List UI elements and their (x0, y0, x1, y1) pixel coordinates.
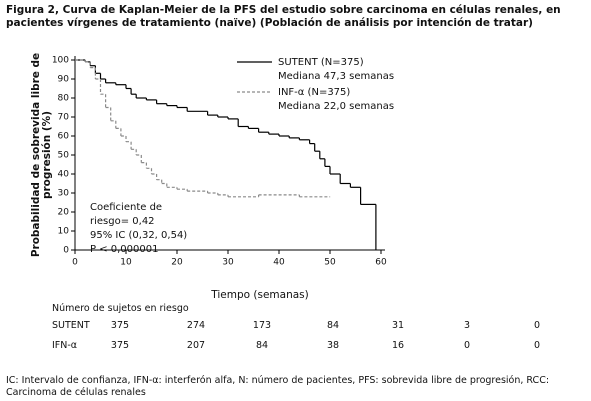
y-tick-label: 0 (63, 246, 69, 256)
x-tick-label: 20 (171, 258, 183, 268)
risk-value: 38 (326, 340, 340, 351)
x-axis-label: Tiempo (semanas) (210, 289, 308, 300)
annotation: 95% IC (0,32, 0,54) (90, 230, 187, 241)
risk-row-label: SUTENT (52, 320, 90, 331)
y-axis-label: Probabilidad de sobrevida libre de (30, 53, 42, 257)
y-tick-label: 60 (58, 132, 70, 142)
risk-value: 274 (186, 320, 206, 331)
legend-label: INF-α (N=375) (278, 87, 350, 98)
risk-value: 84 (326, 320, 340, 331)
annotation: P < 0,000001 (90, 244, 158, 255)
y-axis-label: progresión (%) (41, 111, 53, 199)
risk-value: 0 (533, 320, 541, 331)
legend-label: SUTENT (N=375) (278, 57, 364, 68)
y-tick-label: 50 (58, 151, 70, 161)
risk-value: 375 (110, 320, 130, 331)
risk-value: 16 (391, 340, 405, 351)
risk-value: 207 (186, 340, 206, 351)
legend-median: Mediana 47,3 semanas (278, 71, 394, 82)
y-tick-label: 90 (58, 75, 70, 85)
risk-value: 173 (252, 320, 272, 331)
annotation: riesgo= 0,42 (90, 216, 155, 227)
x-tick-label: 0 (72, 258, 78, 268)
risk-value: 84 (255, 340, 269, 351)
risk-row-label: IFN-α (52, 340, 78, 351)
legend-median: Mediana 22,0 semanas (278, 101, 394, 112)
x-tick-label: 60 (375, 258, 387, 268)
risk-value: 0 (463, 340, 471, 351)
risk-value: 31 (391, 320, 405, 331)
chart: 0 10 20 30 40 50 60 70 80 90 100 0 10 20 30 40 50 60 Tiemp… (30, 53, 394, 300)
y-tick-label: 100 (52, 56, 69, 66)
y-tick-label: 70 (58, 113, 70, 123)
y-tick-label: 20 (58, 208, 70, 218)
annotation: Coeficiente de (90, 202, 162, 213)
risk-value: 3 (463, 320, 471, 331)
y-tick-label: 30 (58, 189, 70, 199)
risk-value: 375 (110, 340, 130, 351)
footnote: IC: Intervalo de confianza, IFN-α: inter… (6, 375, 550, 398)
x-tick-label: 40 (273, 258, 285, 268)
risk-table-title: Número de sujetos en riesgo (52, 303, 189, 314)
x-tick-label: 50 (324, 258, 336, 268)
risk-value: 0 (533, 340, 541, 351)
x-tick-label: 30 (222, 258, 234, 268)
y-tick-label: 10 (58, 227, 70, 237)
y-tick-label: 40 (58, 170, 70, 180)
figure-title: Figura 2, Curva de Kaplan-Meier de la PF… (6, 4, 561, 29)
x-tick-label: 10 (120, 258, 132, 268)
y-tick-label: 80 (58, 94, 70, 104)
